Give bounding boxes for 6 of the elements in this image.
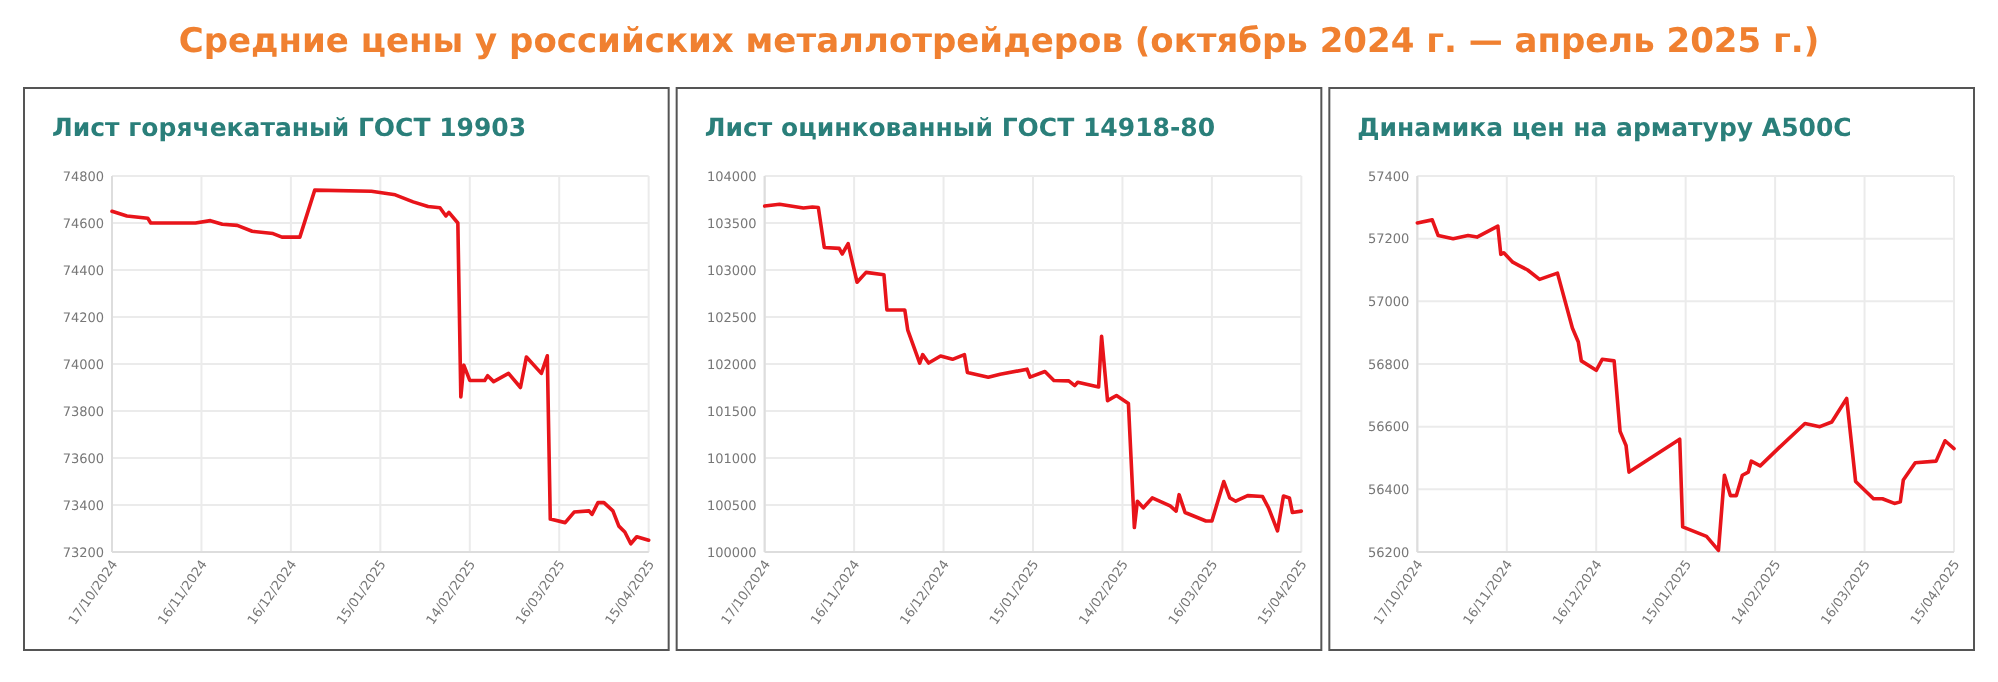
line-series	[110, 188, 651, 546]
chart-title: Лист горячекатаный ГОСТ 19903	[52, 112, 527, 142]
chart-title: Динамика цен на арматуру А500С	[1357, 112, 1852, 142]
text: Средние цены у российских металлотрейдеров (октябрь 2024 г. — апрель 2025 г.)	[178, 22, 1820, 62]
line-series	[762, 202, 1304, 533]
chart-title: Лист оцинкованный ГОСТ 14918-80	[704, 112, 1216, 142]
